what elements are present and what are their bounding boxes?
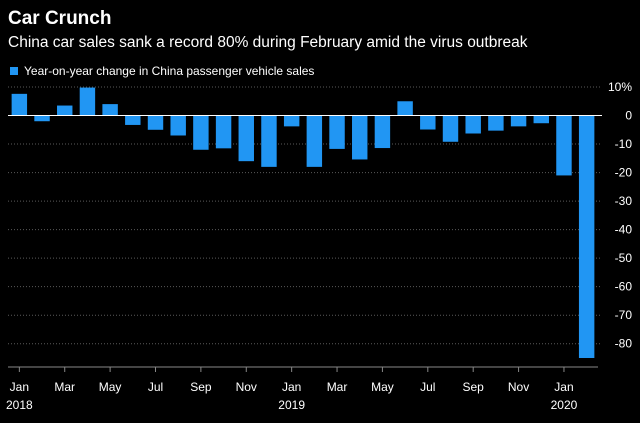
bar xyxy=(193,115,209,150)
bar xyxy=(488,115,504,131)
y-tick-label: 10% xyxy=(608,80,632,94)
x-tick-label: May xyxy=(371,380,394,394)
y-tick-label: -10 xyxy=(615,137,633,151)
y-tick-label: -50 xyxy=(615,251,633,265)
bar xyxy=(352,115,368,160)
x-tick-label: May xyxy=(99,380,122,394)
y-tick-label: 0 xyxy=(625,109,632,123)
bars xyxy=(11,87,595,359)
legend: Year-on-year change in China passenger v… xyxy=(10,64,314,78)
bar xyxy=(147,115,164,130)
bar xyxy=(578,115,595,359)
bar xyxy=(397,101,413,116)
bar xyxy=(170,115,186,136)
x-axis-ticks: Jan 2018 Mar May Jul Sep Nov Jan 2019 Mar May Jul Se… xyxy=(6,366,598,412)
x-tick-label: Nov xyxy=(236,380,257,394)
bar xyxy=(510,115,527,127)
grid-lines xyxy=(8,86,602,345)
bar xyxy=(215,115,232,149)
y-tick-label: -20 xyxy=(615,166,633,180)
x-tick-label: Sep xyxy=(463,380,485,394)
x-tick-label: Jul xyxy=(148,380,163,394)
bar xyxy=(306,115,323,167)
bar xyxy=(238,115,254,162)
y-tick-label: -40 xyxy=(615,223,633,237)
x-tick-year-label: 2019 xyxy=(278,398,305,412)
x-tick-year-label: 2020 xyxy=(551,398,578,412)
bar xyxy=(329,115,345,149)
y-tick-label: -70 xyxy=(615,308,633,322)
bar xyxy=(125,115,141,125)
bar xyxy=(556,115,572,176)
bar xyxy=(465,115,481,134)
chart-subtitle: China car sales sank a record 80% during… xyxy=(8,34,528,51)
x-tick-year-label: 2018 xyxy=(6,398,33,412)
x-tick-label: Jan xyxy=(554,380,573,394)
bar xyxy=(11,93,28,116)
bar xyxy=(102,104,118,116)
x-tick-label: Mar xyxy=(327,380,348,394)
bar xyxy=(261,115,277,167)
bar xyxy=(533,115,549,124)
bar xyxy=(57,105,73,116)
legend-label: Year-on-year change in China passenger v… xyxy=(24,64,315,78)
bar xyxy=(420,115,436,130)
chart-title: Car Crunch xyxy=(8,8,112,29)
bar xyxy=(283,115,300,127)
y-tick-label: -30 xyxy=(615,194,633,208)
bar xyxy=(34,115,50,122)
x-tick-label: Jan xyxy=(10,380,29,394)
y-tick-label: -80 xyxy=(615,337,633,351)
bar xyxy=(374,115,391,149)
x-tick-label: Jul xyxy=(420,380,435,394)
bar xyxy=(442,115,459,142)
legend-swatch xyxy=(10,67,18,75)
x-tick-label: Sep xyxy=(190,380,212,394)
x-tick-label: Mar xyxy=(54,380,75,394)
x-tick-label: Jan xyxy=(282,380,301,394)
y-tick-label: -60 xyxy=(615,280,633,294)
x-tick-label: Nov xyxy=(508,380,529,394)
y-axis-ticks: 10% 0 -10 -20 -30 -40 -50 -60 -70 -80 xyxy=(608,80,632,351)
bar xyxy=(79,87,96,116)
